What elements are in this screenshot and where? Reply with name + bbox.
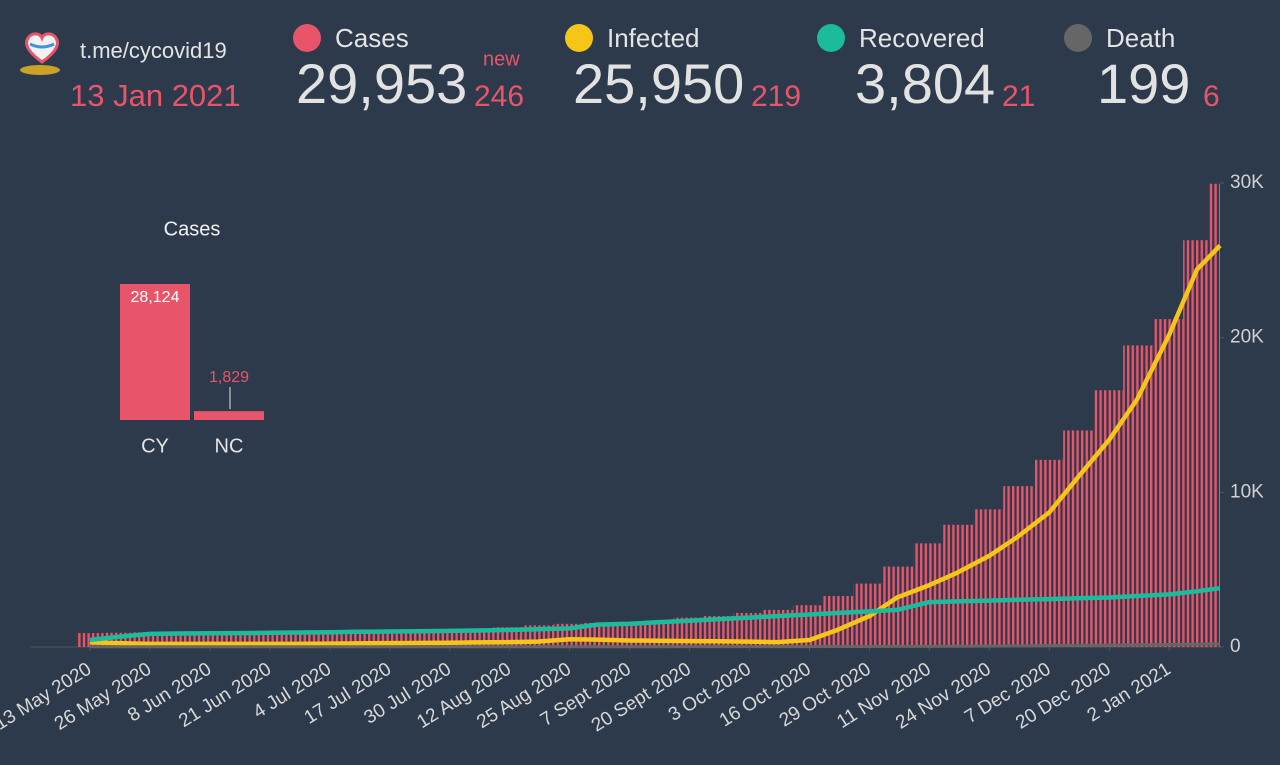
new-label: new: [483, 48, 520, 70]
stat-total: 25,950: [573, 52, 744, 115]
y-tick-label: 0: [1230, 636, 1241, 657]
logo: [20, 32, 60, 75]
stat-total: 29,953: [296, 52, 467, 115]
stat-total: 3,804: [855, 52, 995, 115]
case-bar: [823, 595, 854, 647]
case-bar: [1033, 459, 1064, 647]
legend-dot: [565, 24, 593, 52]
case-bar: [1153, 319, 1184, 647]
inset-title: Cases: [164, 218, 221, 240]
inset-bar: [194, 411, 264, 420]
legend-label: Recovered: [859, 23, 985, 53]
stat-new: 6: [1203, 80, 1220, 113]
report-date: 13 Jan 2021: [70, 78, 241, 113]
channel-link[interactable]: t.me/cycovid19: [80, 38, 227, 63]
case-bar: [1093, 390, 1124, 647]
case-bar: [1208, 183, 1220, 647]
inset-bar: [120, 284, 190, 420]
series-line: [89, 585, 1221, 643]
series-line: [89, 244, 1222, 647]
case-bar: [1123, 345, 1154, 647]
legend-dot: [293, 24, 321, 52]
value-label: 1,829: [209, 369, 249, 386]
case-bar: [973, 509, 1004, 647]
category-label: NC: [215, 435, 244, 457]
case-bar: [913, 543, 944, 647]
value-label: 28,124: [131, 289, 180, 306]
stat-new: 219: [751, 80, 801, 113]
case-bar: [613, 622, 644, 647]
legend-label: Infected: [607, 23, 700, 53]
legend-dot: [1064, 24, 1092, 52]
x-tick-label: 13 May 2020: [0, 659, 95, 735]
stat-new: 21: [1002, 80, 1035, 113]
y-tick-label: 10K: [1230, 481, 1264, 502]
y-tick-label: 20K: [1230, 327, 1264, 348]
legend-dot: [817, 24, 845, 52]
case-bar: [1183, 240, 1209, 647]
y-tick-label: 30K: [1230, 172, 1264, 193]
category-label: CY: [141, 435, 169, 457]
series-line: [90, 642, 1221, 649]
case-bar: [1003, 486, 1034, 647]
stat-new: 246: [474, 80, 524, 113]
legend-label: Cases: [335, 23, 409, 53]
case-bar: [943, 524, 974, 647]
stat-total: 199: [1097, 52, 1190, 115]
legend-label: Death: [1106, 23, 1175, 53]
